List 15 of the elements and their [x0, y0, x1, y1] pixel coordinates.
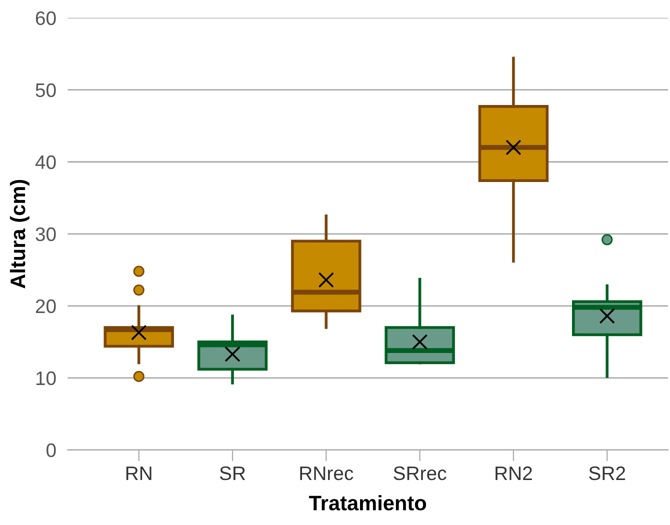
x-tick-label: RN2: [496, 466, 532, 480]
y-tick-label: 30: [36, 227, 56, 242]
y-tick-label: 20: [36, 299, 56, 314]
y-tick-label: 10: [36, 371, 56, 386]
y-tick-label: 50: [36, 83, 56, 98]
y-tick-label: 0: [46, 443, 56, 458]
x-axis-title: Tratamiento: [309, 495, 426, 510]
x-tick-label: SR: [220, 466, 246, 480]
x-tick-label: SRrec: [394, 466, 446, 480]
x-tick-label: RN: [126, 466, 152, 480]
y-tick-label: 40: [35, 155, 56, 170]
y-tick-label: 60: [36, 11, 56, 26]
x-tick-label: RNrec: [300, 466, 354, 480]
y-axis-title: Altura (cm): [10, 180, 30, 288]
x-tick-label: SR2: [589, 466, 626, 480]
